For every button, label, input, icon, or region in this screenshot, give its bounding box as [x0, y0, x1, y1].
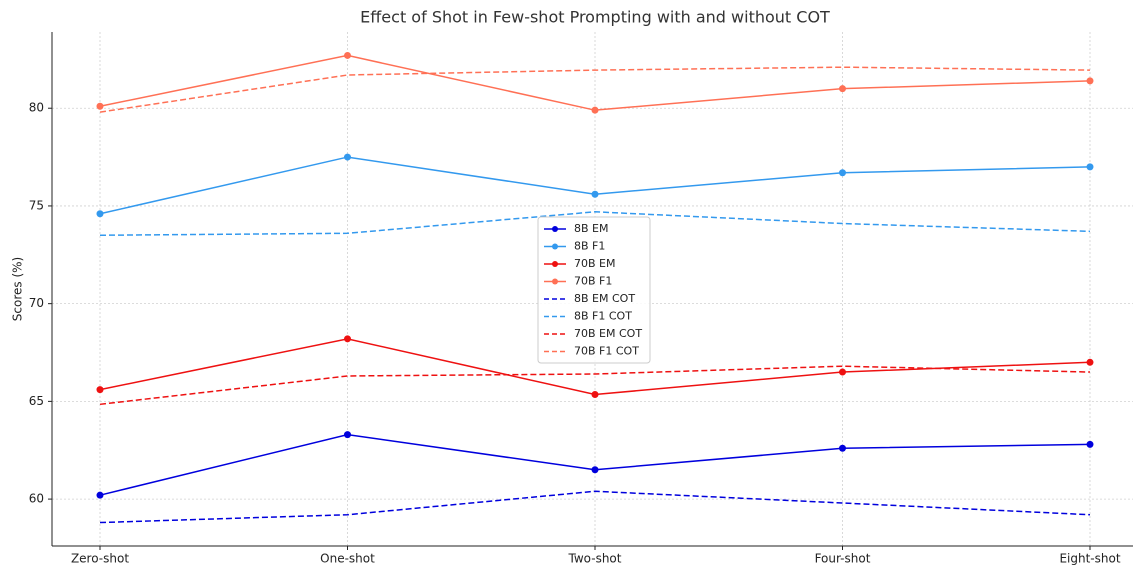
- point: [96, 210, 104, 218]
- point: [1086, 77, 1094, 85]
- x-tick-label: One-shot: [320, 552, 375, 566]
- x-tick-label: Zero-shot: [71, 552, 129, 566]
- y-tick-label: 70: [29, 296, 44, 310]
- point: [1086, 163, 1094, 171]
- series-line: [99, 490, 1091, 524]
- point: [96, 491, 104, 499]
- point: [1086, 358, 1094, 366]
- x-tick-label: Eight-shot: [1059, 552, 1120, 566]
- legend-marker: [552, 278, 558, 285]
- point: [591, 106, 599, 114]
- point: [839, 368, 846, 376]
- legend-label: 70B F1 COT: [574, 345, 639, 358]
- point: [1086, 440, 1094, 448]
- legend-marker: [552, 261, 558, 267]
- point: [344, 335, 351, 343]
- y-tick-label: 80: [29, 101, 44, 115]
- point: [96, 386, 104, 394]
- x-tick-label: Four-shot: [815, 552, 871, 566]
- point: [344, 51, 351, 59]
- legend-label: 8B F1 COT: [574, 310, 632, 323]
- chart-title: Effect of Shot in Few-shot Prompting wit…: [360, 8, 830, 27]
- point: [96, 102, 104, 110]
- y-tick-label: 75: [29, 198, 44, 212]
- point: [839, 444, 846, 452]
- legend-label: 70B F1: [574, 275, 612, 288]
- legend-label: 8B EM COT: [574, 292, 635, 305]
- legend-marker: [552, 226, 558, 232]
- point: [839, 169, 846, 177]
- point: [591, 391, 599, 399]
- series-line: [99, 66, 1091, 113]
- legend-label: 8B F1: [574, 240, 605, 253]
- y-tick-label: 60: [29, 492, 44, 506]
- legend-box: [537, 216, 651, 364]
- y-axis-label: Scores (%): [11, 257, 25, 321]
- series-line: [99, 211, 1091, 237]
- point: [591, 190, 599, 198]
- point: [344, 153, 351, 161]
- y-tick-label: 65: [29, 394, 44, 408]
- series-line: [99, 365, 1091, 406]
- legend-marker: [552, 243, 558, 250]
- point: [839, 85, 846, 93]
- legend-label: 8B EM: [574, 222, 608, 235]
- point: [344, 431, 351, 439]
- legend-label: 70B EM COT: [574, 327, 642, 340]
- legend-label: 70B EM: [574, 257, 615, 270]
- x-tick-label: Two-shot: [568, 552, 622, 566]
- point: [591, 466, 599, 474]
